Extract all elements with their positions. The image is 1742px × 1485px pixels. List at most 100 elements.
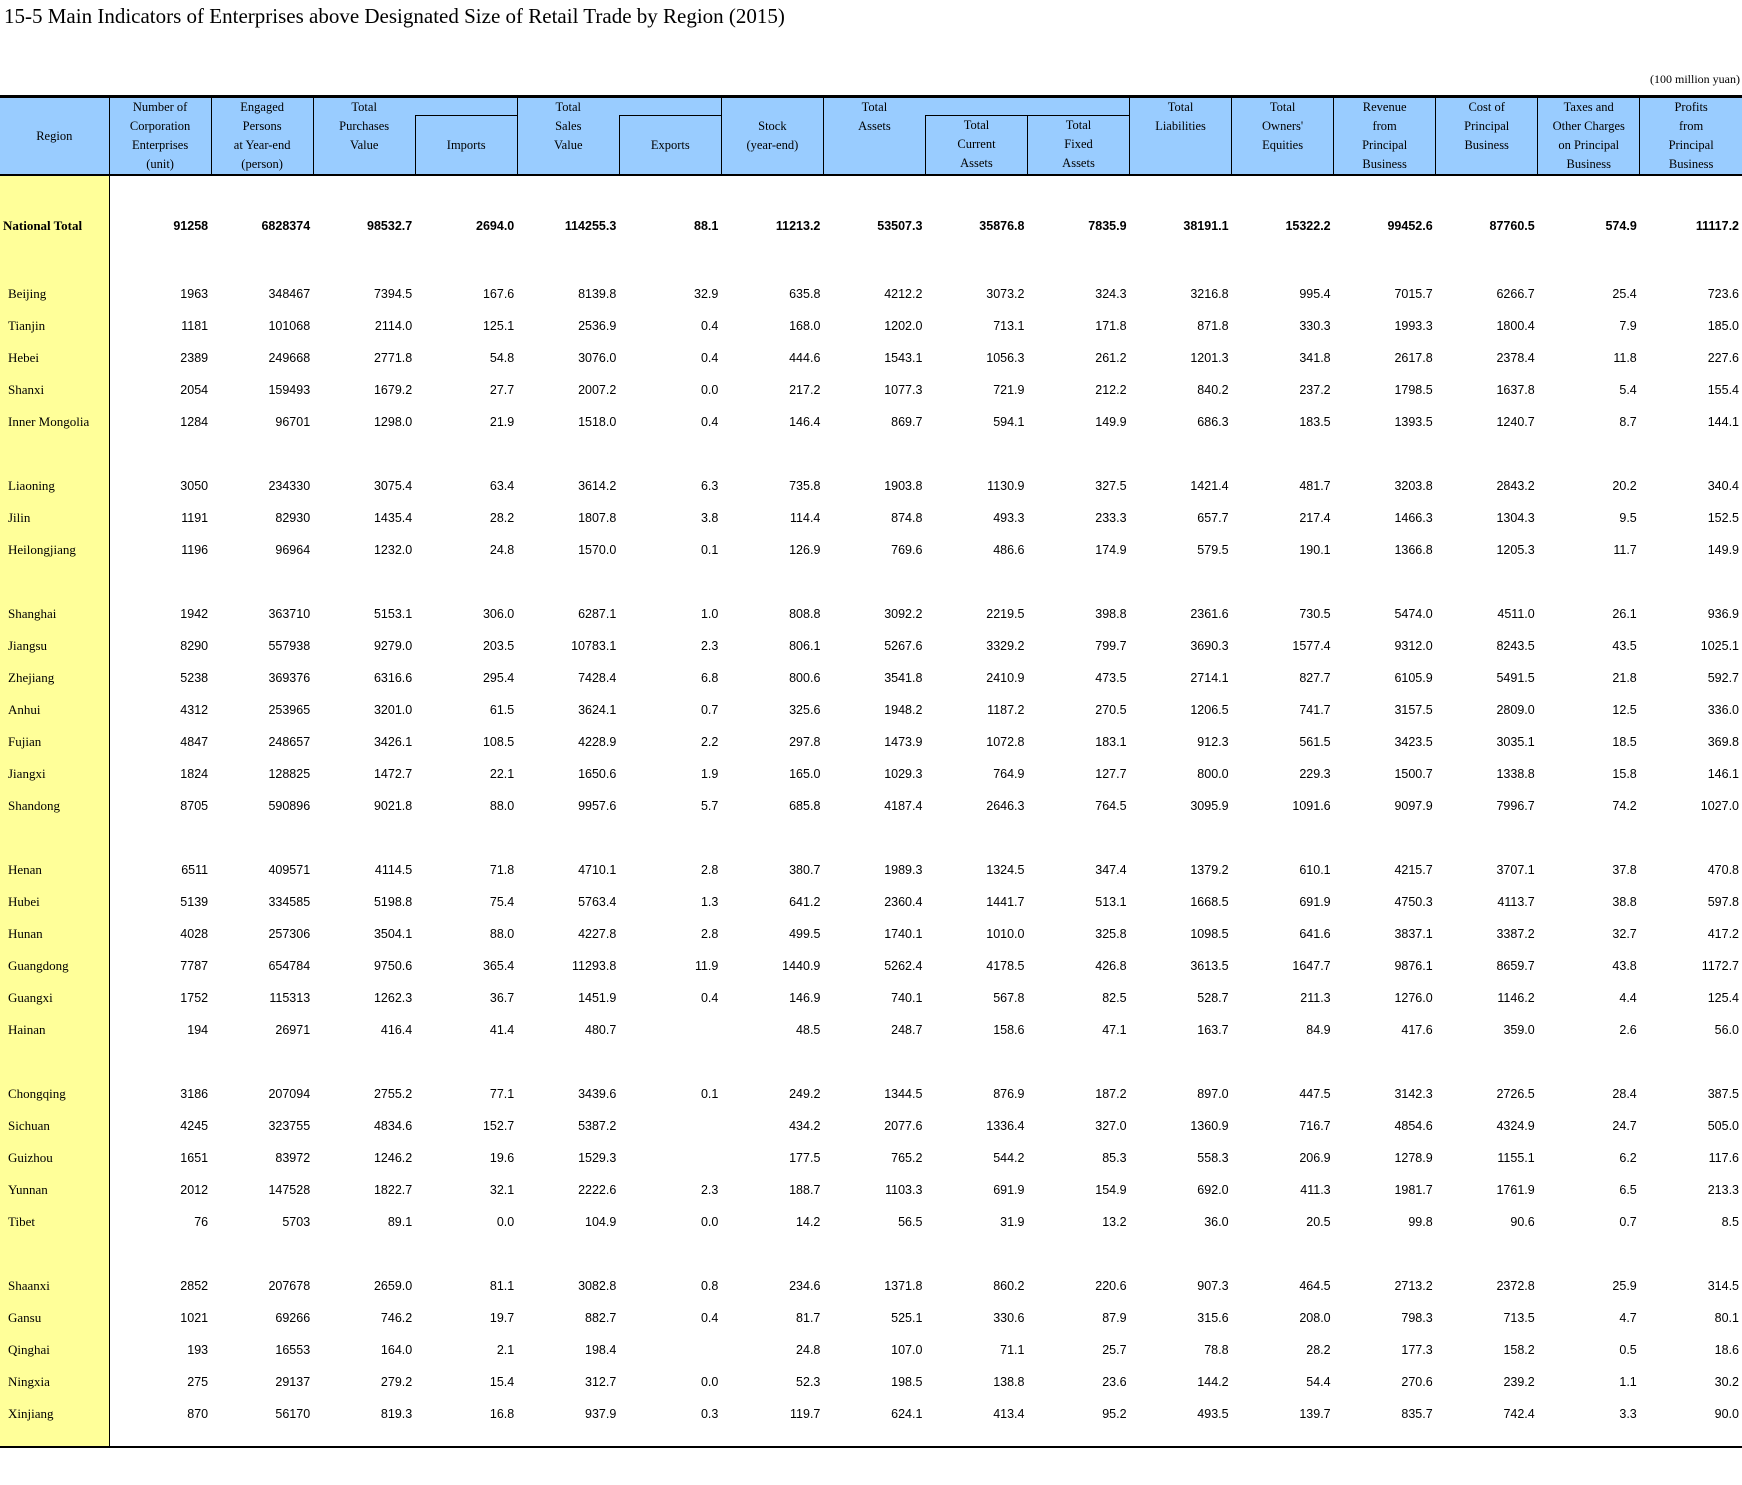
value-cell: 1.1	[1619, 1375, 1637, 1389]
header-line: Stock	[758, 119, 787, 133]
value-cell: 1435.4	[373, 511, 413, 525]
value-cell: 480.7	[585, 1023, 617, 1037]
value-cell: 380.7	[789, 863, 821, 877]
table-row: Hubei 5139 334585 5198.8 75.4 5763.4 1.3 641.2 2…	[0, 886, 1742, 918]
value-cell: 1807.8	[578, 511, 617, 525]
table-row: Shaanxi 2852 207678 2659.0 81.1 3082.8 0.8 234.…	[0, 1270, 1742, 1302]
value-cell: 0.4	[700, 415, 719, 429]
value-cell: 183.1	[1095, 735, 1127, 749]
value-cell: 1981.7	[1394, 1183, 1433, 1197]
value-cell: 312.7	[585, 1375, 617, 1389]
value-cell: 544.2	[993, 1151, 1025, 1165]
value-cell: 233.3	[1095, 511, 1127, 525]
value-cell: 7428.4	[578, 671, 617, 685]
value-cell: 149.9	[1707, 543, 1739, 557]
value-cell: 6.2	[1619, 1151, 1637, 1165]
value-cell: 590896	[268, 799, 311, 813]
value-cell: 227.6	[1707, 351, 1739, 365]
value-cell: 1077.3	[884, 383, 923, 397]
table-row: Qinghai 193 16553 164.0 2.1 198.4 24.8 107.0 71.…	[0, 1334, 1742, 1366]
value-cell: 869.7	[891, 415, 923, 429]
region-cell: Shanxi	[0, 374, 110, 406]
table-row: Jilin 1191 82930 1435.4 28.2 1807.8 3.8 114.4 87…	[0, 502, 1742, 534]
value-cell: 8.7	[1619, 415, 1637, 429]
value-cell: 493.3	[993, 511, 1025, 525]
value-cell: 635.8	[789, 287, 821, 301]
value-cell: 0.4	[700, 351, 719, 365]
value-cell: 98532.7	[367, 219, 413, 233]
value-cell: 22.1	[489, 767, 515, 781]
value-cell: 88.0	[489, 799, 515, 813]
value-cell: 43.8	[1612, 959, 1637, 973]
value-cell: 1637.8	[1496, 383, 1535, 397]
value-cell: 365.4	[482, 959, 515, 973]
header-line: Assets	[1062, 156, 1095, 171]
value-cell: 87.9	[1102, 1311, 1127, 1325]
value-cell: 1072.8	[986, 735, 1025, 749]
value-cell: 5763.4	[578, 895, 617, 909]
region-cell: Jilin	[0, 502, 110, 534]
table-row: Yunnan 2012 147528 1822.7 32.1 2222.6 2.3 188.7…	[0, 1174, 1742, 1206]
value-cell: 4854.6	[1394, 1119, 1433, 1133]
value-cell: 1371.8	[884, 1279, 923, 1293]
value-cell: 159493	[268, 383, 311, 397]
value-cell: 9876.1	[1394, 959, 1433, 973]
value-cell: 716.7	[1299, 1119, 1331, 1133]
value-cell: 592.7	[1707, 671, 1739, 685]
value-cell: 0.3	[700, 1407, 719, 1421]
value-cell: 692.0	[1197, 1183, 1229, 1197]
header-line: (person)	[241, 157, 283, 171]
header-line: Assets	[858, 119, 891, 133]
value-cell: 54.8	[489, 351, 515, 365]
value-cell: 691.9	[1299, 895, 1331, 909]
header-line: Value	[349, 138, 379, 152]
value-cell: 8659.7	[1496, 959, 1535, 973]
value-cell: 20.5	[1306, 1215, 1331, 1229]
region-cell: Beijing	[0, 278, 110, 310]
value-cell: 1187.2	[987, 703, 1025, 717]
value-cell: 907.3	[1197, 1279, 1229, 1293]
value-cell: 3201.0	[373, 703, 413, 717]
value-cell: 203.5	[482, 639, 515, 653]
value-cell: 80.1	[1714, 1311, 1739, 1325]
value-cell	[619, 1014, 721, 1046]
value-cell: 1993.3	[1394, 319, 1433, 333]
value-cell: 2.8	[700, 863, 719, 877]
value-cell: 2809.0	[1496, 703, 1535, 717]
value-cell: 323755	[268, 1119, 311, 1133]
value-cell: 144.1	[1707, 415, 1739, 429]
value-cell: 1344.5	[884, 1087, 923, 1101]
value-cell: 1647.7	[1292, 959, 1331, 973]
value-cell: 88.1	[694, 219, 719, 233]
value-cell: 827.7	[1299, 671, 1331, 685]
value-cell: 641.2	[789, 895, 821, 909]
value-cell: 840.2	[1197, 383, 1229, 397]
value-cell: 1202.0	[884, 319, 923, 333]
header-line: Engaged	[240, 100, 284, 114]
value-cell: 4511.0	[1497, 607, 1535, 621]
header-line: Business	[1464, 138, 1509, 152]
value-cell: 398.8	[1095, 607, 1127, 621]
value-cell: 3624.1	[578, 703, 617, 717]
value-cell: 6266.7	[1496, 287, 1535, 301]
value-cell: 165.0	[789, 767, 821, 781]
value-cell: 558.3	[1197, 1151, 1229, 1165]
value-cell: 163.7	[1197, 1023, 1229, 1037]
header-line: Equities	[1262, 138, 1304, 152]
value-cell: 1130.9	[987, 479, 1025, 493]
value-cell: 198.5	[891, 1375, 923, 1389]
value-cell: 11.9	[694, 959, 719, 973]
value-cell: 13.2	[1102, 1215, 1127, 1229]
value-cell: 154.9	[1095, 1183, 1127, 1197]
value-cell: 348467	[268, 287, 311, 301]
table-row: Anhui 4312 253965 3201.0 61.5 3624.1 0.7 325.6 1…	[0, 694, 1742, 726]
value-cell: 1103.3	[885, 1183, 923, 1197]
value-cell: 1752	[180, 991, 209, 1005]
value-cell: 363710	[268, 607, 311, 621]
value-cell: 5.7	[700, 799, 719, 813]
value-cell: 327.0	[1095, 1119, 1127, 1133]
header-line: Value	[554, 138, 583, 152]
table-row: Tianjin 1181 101068 2114.0 125.1 2536.9 0.4 168…	[0, 310, 1742, 342]
value-cell: 808.8	[789, 607, 821, 621]
region-cell: Jiangsu	[0, 630, 110, 662]
